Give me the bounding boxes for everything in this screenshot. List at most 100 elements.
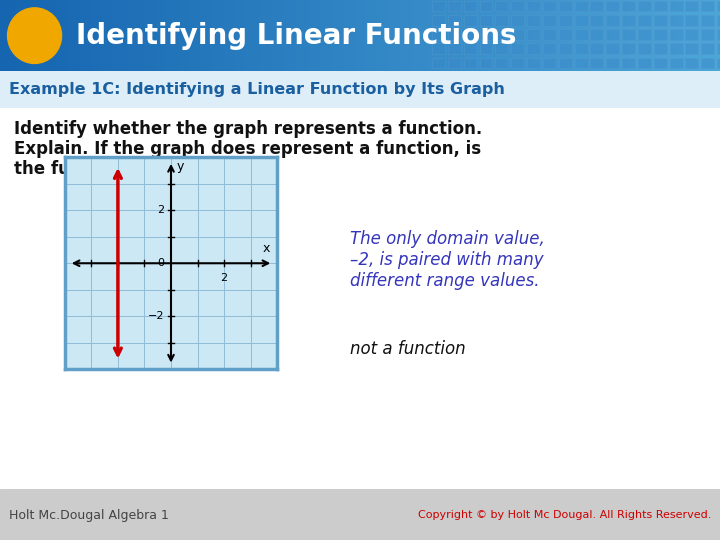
Bar xyxy=(717,29,720,40)
Bar xyxy=(464,29,477,40)
Bar xyxy=(685,44,698,54)
Bar xyxy=(432,1,445,11)
Bar xyxy=(717,58,720,69)
Text: −2: −2 xyxy=(148,312,164,321)
Bar xyxy=(543,29,556,40)
Bar xyxy=(717,15,720,26)
Bar xyxy=(464,44,477,54)
Bar xyxy=(606,29,619,40)
Bar xyxy=(701,1,714,11)
Text: Copyright © by Holt Mc Dougal. All Rights Reserved.: Copyright © by Holt Mc Dougal. All Right… xyxy=(418,510,711,521)
Bar xyxy=(511,58,524,69)
Text: 2: 2 xyxy=(157,205,164,215)
Bar xyxy=(464,15,477,26)
Text: x: x xyxy=(263,242,270,255)
Bar xyxy=(527,15,540,26)
Bar xyxy=(448,29,461,40)
Bar xyxy=(448,44,461,54)
Bar xyxy=(638,15,651,26)
Bar xyxy=(559,1,572,11)
Bar xyxy=(638,29,651,40)
Bar xyxy=(606,1,619,11)
Bar xyxy=(670,58,683,69)
Bar xyxy=(575,29,588,40)
Bar xyxy=(559,15,572,26)
Bar xyxy=(432,15,445,26)
Bar xyxy=(654,44,667,54)
Bar xyxy=(495,1,508,11)
Bar xyxy=(701,44,714,54)
Text: the function linear?: the function linear? xyxy=(14,160,197,178)
Bar xyxy=(622,15,635,26)
Bar xyxy=(701,15,714,26)
Bar xyxy=(701,29,714,40)
Bar xyxy=(590,29,603,40)
Text: Identifying Linear Functions: Identifying Linear Functions xyxy=(76,22,516,50)
Bar xyxy=(638,1,651,11)
Bar xyxy=(606,44,619,54)
Bar xyxy=(622,58,635,69)
Bar xyxy=(575,15,588,26)
Bar xyxy=(527,58,540,69)
Bar xyxy=(590,1,603,11)
Bar xyxy=(495,58,508,69)
Bar xyxy=(654,58,667,69)
Bar xyxy=(495,15,508,26)
Bar xyxy=(590,15,603,26)
Bar xyxy=(448,58,461,69)
Bar xyxy=(575,58,588,69)
Bar xyxy=(527,1,540,11)
Bar xyxy=(654,1,667,11)
Bar xyxy=(432,44,445,54)
Bar xyxy=(670,1,683,11)
Bar xyxy=(559,29,572,40)
Bar xyxy=(511,29,524,40)
Text: Explain. If the graph does represent a function, is: Explain. If the graph does represent a f… xyxy=(14,140,481,158)
Bar xyxy=(480,58,492,69)
Bar xyxy=(685,15,698,26)
Bar xyxy=(575,1,588,11)
Bar xyxy=(685,29,698,40)
Text: 0: 0 xyxy=(158,258,164,268)
Bar xyxy=(464,1,477,11)
Bar xyxy=(638,58,651,69)
Text: The only domain value,
–2, is paired with many
different range values.: The only domain value, –2, is paired wit… xyxy=(350,230,545,290)
Bar xyxy=(638,44,651,54)
Bar xyxy=(622,44,635,54)
Bar xyxy=(590,58,603,69)
Bar xyxy=(448,15,461,26)
Bar xyxy=(654,15,667,26)
Bar xyxy=(622,29,635,40)
Bar xyxy=(543,44,556,54)
Bar xyxy=(464,58,477,69)
Bar xyxy=(480,29,492,40)
Bar xyxy=(559,58,572,69)
Ellipse shape xyxy=(8,8,62,63)
Bar xyxy=(543,1,556,11)
Bar xyxy=(717,44,720,54)
Bar xyxy=(511,44,524,54)
Bar xyxy=(511,1,524,11)
Text: Example 1C: Identifying a Linear Function by Its Graph: Example 1C: Identifying a Linear Functio… xyxy=(9,82,505,97)
Bar xyxy=(670,44,683,54)
Text: Holt Mc.Dougal Algebra 1: Holt Mc.Dougal Algebra 1 xyxy=(9,509,168,522)
Bar xyxy=(543,15,556,26)
Bar xyxy=(654,29,667,40)
Bar xyxy=(432,29,445,40)
Bar xyxy=(559,44,572,54)
Bar xyxy=(511,15,524,26)
Bar xyxy=(670,15,683,26)
Bar xyxy=(685,58,698,69)
Bar xyxy=(527,44,540,54)
Bar xyxy=(701,58,714,69)
Text: Identify whether the graph represents a function.: Identify whether the graph represents a … xyxy=(14,120,482,138)
Bar xyxy=(480,1,492,11)
Bar xyxy=(717,1,720,11)
Bar xyxy=(448,1,461,11)
Bar xyxy=(622,1,635,11)
Bar xyxy=(590,44,603,54)
Bar xyxy=(606,15,619,26)
Bar xyxy=(495,29,508,40)
Text: 2: 2 xyxy=(220,273,228,284)
Bar xyxy=(606,58,619,69)
